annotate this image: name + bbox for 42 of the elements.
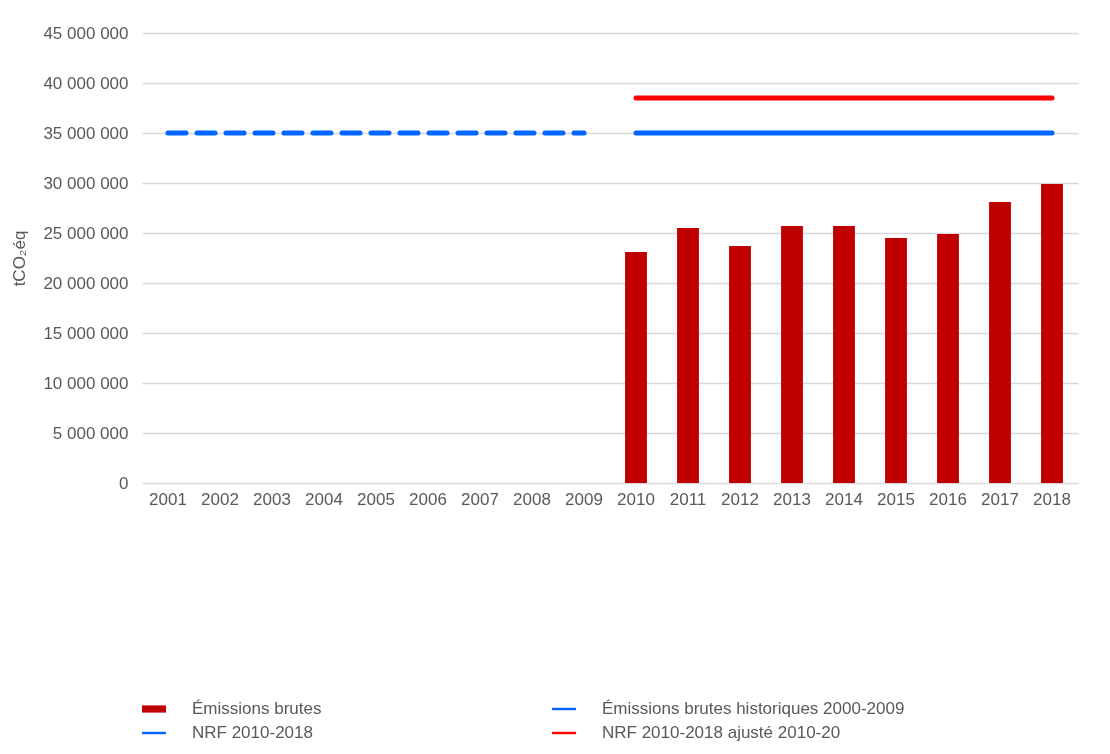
x-tick-label: 2015 (877, 489, 915, 509)
y-tick-label: 10 000 000 (43, 373, 129, 393)
x-tick-label: 2001 (149, 489, 187, 509)
x-tick-label: 2007 (461, 489, 499, 509)
x-tick-label: 2012 (721, 489, 759, 509)
bar (989, 202, 1011, 483)
x-tick-label: 2018 (1033, 489, 1071, 509)
bar (677, 228, 699, 483)
x-tick-label: 2013 (773, 489, 811, 509)
bar (781, 226, 803, 483)
x-tick-label: 2004 (305, 489, 343, 509)
x-tick-label: 2016 (929, 489, 967, 509)
x-tick-label: 2011 (669, 489, 707, 509)
bar (885, 238, 907, 483)
legend-label: NRF 2010-2018 ajusté 2010-20 (602, 723, 841, 742)
y-tick-label: 20 000 000 (43, 273, 129, 293)
y-tick-label: 15 000 000 (43, 323, 129, 343)
y-tick-label: 40 000 000 (43, 73, 129, 93)
bar (833, 226, 855, 483)
x-tick-label: 2005 (357, 489, 395, 509)
bar (937, 234, 959, 483)
y-tick-label: 45 000 000 (43, 23, 129, 43)
bar (729, 246, 751, 483)
x-tick-label: 2010 (617, 489, 655, 509)
legend-label: Émissions brutes (192, 699, 322, 718)
y-tick-label: 30 000 000 (43, 173, 129, 193)
x-tick-label: 2008 (513, 489, 551, 509)
y-tick-label: 5 000 000 (52, 423, 129, 443)
x-tick-label: 2017 (981, 489, 1019, 509)
y-tick-label: 25 000 000 (43, 223, 129, 243)
x-tick-label: 2009 (565, 489, 603, 509)
x-tick-label: 2003 (253, 489, 291, 509)
y-tick-label: 0 (119, 473, 129, 493)
x-tick-label: 2002 (201, 489, 239, 509)
bar (1041, 184, 1063, 483)
y-tick-label: 35 000 000 (43, 123, 129, 143)
legend-label: NRF 2010-2018 (192, 723, 313, 742)
legend-label: Émissions brutes historiques 2000-2009 (602, 699, 905, 718)
x-tick-label: 2014 (825, 489, 863, 509)
x-tick-label: 2006 (409, 489, 447, 509)
bar (625, 252, 647, 483)
y-axis-title: tCO₂éq (10, 230, 30, 287)
